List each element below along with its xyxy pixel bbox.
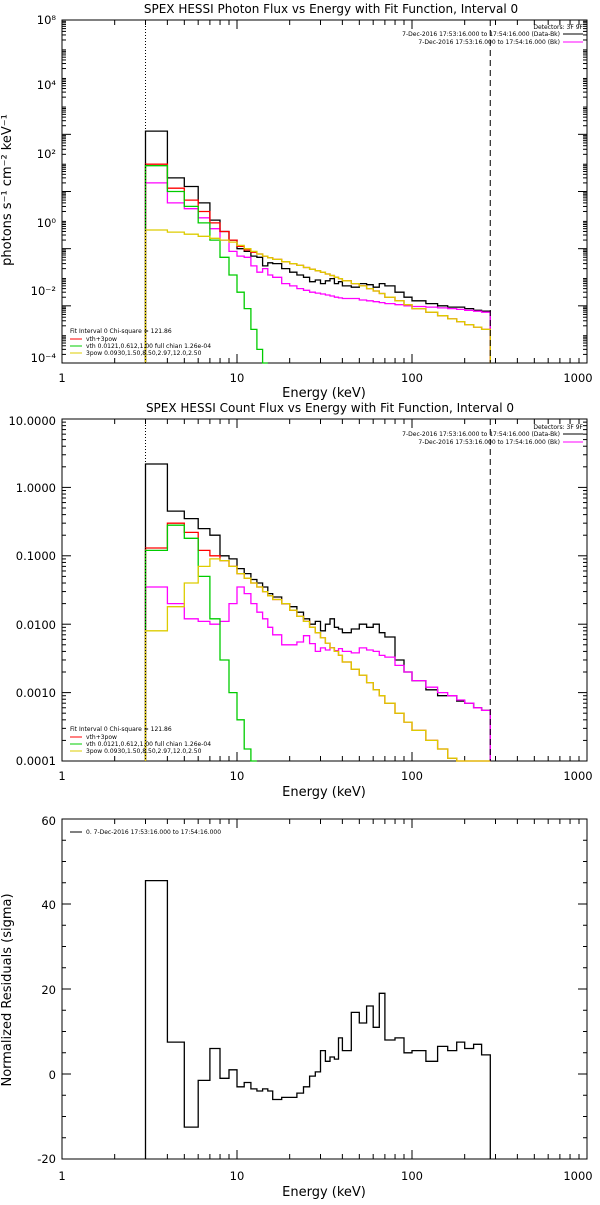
chart-title: SPEX HESSI Count Flux vs Energy with Fit…	[146, 401, 514, 415]
plot-frame	[61, 818, 588, 1160]
legend-bottom: Fit Interval 0 Chi-square = 121.86 vth+3…	[70, 726, 211, 755]
series-line	[144, 524, 257, 762]
y-tick-label: 10⁻²	[31, 284, 56, 298]
legend-entry: vth 0.0121,0.612,1.00 full chian 1.26e-0…	[86, 741, 211, 748]
y-tick-label: 10²	[37, 147, 56, 161]
y-tick-label: 60	[41, 814, 56, 828]
x-tick-label: 1000	[563, 371, 592, 385]
axis-ticks	[61, 418, 587, 762]
y-tick-label: 10⁸	[37, 13, 57, 27]
x-tick-label: 1	[58, 1169, 65, 1183]
axis-ticks	[61, 818, 587, 1160]
series-line	[144, 182, 491, 363]
legend-entry: 7-Dec-2016 17:53:16.000 to 17:54:16.000 …	[418, 439, 560, 446]
x-axis-label: Energy (keV)	[282, 386, 366, 401]
legend-header: Fit Interval 0 Chi-square = 121.86	[70, 726, 172, 733]
legend-top: Detectors: 3F 9F 7-Dec-2016 17:53:16.000…	[402, 424, 583, 446]
series-line	[144, 130, 491, 363]
x-tick-label: 10	[230, 371, 245, 385]
legend-entry: 7-Dec-2016 17:53:16.000 to 17:54:16.000 …	[402, 31, 560, 38]
series-line	[144, 522, 491, 762]
legend-entry: 3pow 0.0930,1.50,8.50,2.97,12.0,2.50	[86, 748, 202, 755]
legend-entry: vth+3pow	[86, 734, 117, 741]
series-line	[144, 558, 491, 762]
legend-top: Detectors: 3F 9F 7-Dec-2016 17:53:16.000…	[402, 24, 583, 46]
series-group	[144, 463, 491, 762]
y-tick-label: 10.0000	[8, 414, 56, 428]
y-tick-label: 0.0001	[16, 754, 56, 768]
series-line	[144, 229, 491, 363]
y-tick-label: 0.0010	[16, 686, 56, 700]
legend-entry: 7-Dec-2016 17:53:16.000 to 17:54:16.000 …	[418, 39, 560, 46]
axis-ticks	[61, 19, 587, 364]
x-tick-label: 1000	[563, 769, 592, 783]
x-axis-label: Energy (keV)	[282, 1185, 366, 1200]
legend-entry: 3pow 0.0930,1.50,8.50,2.97,12.0,2.50	[86, 350, 202, 357]
series-line	[144, 879, 491, 1159]
chart-title: SPEX HESSI Photon Flux vs Energy with Fi…	[144, 2, 518, 16]
x-tick-label: 1000	[563, 1169, 592, 1183]
legend-header: Detectors: 3F 9F	[533, 424, 583, 431]
legend-bottom: Fit Interval 0 Chi-square = 121.86 vth+3…	[70, 328, 211, 357]
plot-frame	[61, 418, 588, 762]
y-tick-label: 10⁻⁴	[31, 351, 57, 365]
x-axis-label: Energy (keV)	[282, 785, 366, 800]
y-tick-label: 0	[49, 1068, 56, 1082]
photon-flux-panel: SPEX HESSI Photon Flux vs Energy with Fi…	[0, 2, 593, 401]
legend-entry: vth+3pow	[86, 336, 117, 343]
series-line	[144, 163, 491, 363]
x-tick-label: 100	[401, 371, 423, 385]
series-group	[144, 130, 491, 364]
legend-header: Fit Interval 0 Chi-square = 121.86	[70, 328, 172, 335]
legend-entry: 7-Dec-2016 17:53:16.000 to 17:54:16.000 …	[402, 431, 560, 438]
series-line	[144, 165, 268, 364]
y-tick-label: 0.1000	[16, 549, 56, 563]
y-tick-label: 40	[41, 898, 56, 912]
y-tick-label: 10⁴	[37, 78, 57, 92]
x-tick-label: 100	[401, 1169, 423, 1183]
plot-frame	[61, 19, 588, 364]
residuals-panel: -20 0 20 40 60 1 10 100 1000 Energy (keV…	[0, 814, 593, 1200]
legend-entry: vth 0.0121,0.612,1.00 full chian 1.26e-0…	[86, 343, 211, 350]
x-tick-label: 1	[58, 371, 65, 385]
y-tick-label: -20	[37, 1152, 56, 1166]
x-tick-label: 1	[58, 769, 65, 783]
x-tick-label: 10	[230, 1169, 245, 1183]
y-tick-label: 0.0100	[16, 618, 56, 632]
legend-top: 0. 7-Dec-2016 17:53:16.000 to 17:54:16.0…	[70, 829, 221, 836]
y-tick-label: 10⁰	[37, 216, 57, 230]
series-group	[144, 879, 491, 1159]
series-line	[144, 463, 491, 761]
series-line	[144, 586, 491, 761]
y-tick-label: 1.0000	[16, 481, 56, 495]
count-flux-panel: SPEX HESSI Count Flux vs Energy with Fit…	[8, 401, 592, 800]
y-axis-label: photons s⁻¹ cm⁻² keV⁻¹	[0, 114, 15, 266]
x-tick-label: 10	[230, 769, 245, 783]
legend-header: Detectors: 3F 9F	[533, 24, 583, 31]
x-tick-label: 100	[401, 769, 423, 783]
legend-entry: 0. 7-Dec-2016 17:53:16.000 to 17:54:16.0…	[86, 829, 221, 836]
y-axis-label: Normalized Residuals (sigma)	[0, 893, 15, 1086]
y-tick-label: 20	[41, 983, 56, 997]
